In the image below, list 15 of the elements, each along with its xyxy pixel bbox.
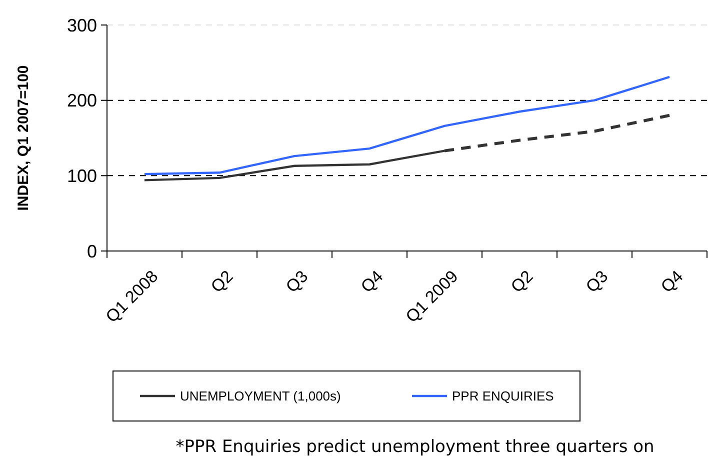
x-tick-label: Q4 (657, 266, 687, 296)
x-tick-label: Q2 (207, 266, 237, 296)
y-axis-title: INDEX, Q1 2007=100 (15, 65, 32, 211)
legend-label: UNEMPLOYMENT (1,000s) (180, 388, 341, 404)
x-tick-label: Q3 (282, 266, 312, 296)
y-tick-label: 100 (66, 166, 97, 186)
y-tick-label: 200 (66, 90, 97, 111)
y-tick-label: 300 (66, 15, 97, 36)
legend-label: PPR ENQUIRIES (452, 388, 554, 404)
x-tick-label: Q3 (582, 266, 612, 296)
x-tick-label: Q2 (507, 266, 537, 296)
text: *PPR Enquiries predict unemployment three quarters on (176, 437, 654, 457)
y-tick-label: 0 (86, 241, 97, 262)
line-series (143, 76, 671, 176)
x-tick-label: Q4 (357, 266, 387, 296)
